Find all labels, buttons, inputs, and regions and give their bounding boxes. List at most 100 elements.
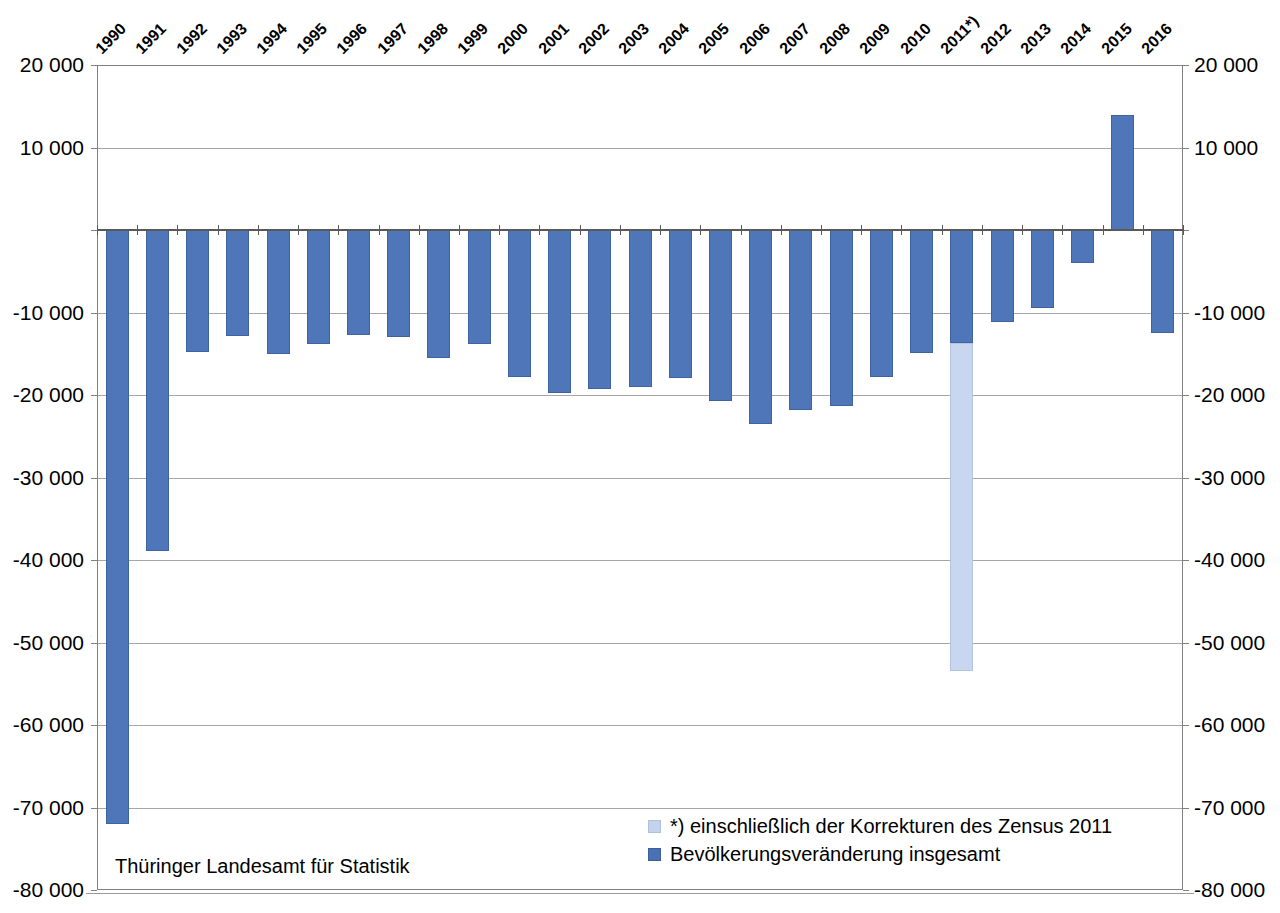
bar-2015 (1111, 115, 1134, 231)
y-axis-tick-left (91, 808, 97, 809)
category-tick (861, 225, 862, 235)
category-tick (821, 225, 822, 235)
y-axis-label-right: -70 000 (1194, 797, 1265, 819)
category-tick (1022, 225, 1023, 235)
category-tick (459, 225, 460, 235)
category-tick (338, 225, 339, 235)
bar-1994 (267, 230, 290, 354)
bar-2006 (749, 230, 772, 424)
category-tick (1062, 225, 1063, 235)
category-tick (982, 225, 983, 235)
category-tick (1103, 225, 1104, 235)
y-axis-tick-left (91, 478, 97, 479)
x-axis-label-1999: 1999 (454, 20, 491, 57)
bar-1996 (347, 230, 370, 335)
x-axis-label-1993: 1993 (213, 20, 250, 57)
bar-1995 (307, 230, 330, 344)
x-axis-label-2012: 2012 (977, 20, 1014, 57)
y-axis-tick-right (1183, 890, 1189, 891)
x-axis-label-1997: 1997 (374, 20, 411, 57)
y-axis-tick-left (91, 560, 97, 561)
gridline (98, 560, 1182, 561)
x-axis-label-2015: 2015 (1098, 20, 1135, 57)
y-axis-tick-right (1183, 148, 1189, 149)
category-tick (660, 225, 661, 235)
bar-2011-census-correction (950, 343, 973, 671)
y-axis-tick-right (1183, 560, 1189, 561)
x-axis-label-1996: 1996 (333, 20, 370, 57)
x-axis-label-2000: 2000 (494, 20, 531, 57)
gridline (98, 643, 1182, 644)
y-axis-tick-right (1183, 478, 1189, 479)
bar-2011-regular (950, 230, 973, 343)
category-tick (218, 225, 219, 235)
category-tick (258, 225, 259, 235)
category-tick (580, 225, 581, 235)
gridline (98, 725, 1182, 726)
y-axis-label-right: -20 000 (1194, 384, 1265, 406)
x-axis-label-2009: 2009 (856, 20, 893, 57)
x-axis-label-2011: 2011*) (937, 12, 982, 57)
y-axis-label-left: -10 000 (0, 302, 84, 324)
category-tick (419, 225, 420, 235)
y-axis-tick-left (91, 395, 97, 396)
x-axis-label-2003: 2003 (615, 20, 652, 57)
y-axis-label-left: 10 000 (0, 137, 84, 159)
category-tick (901, 225, 902, 235)
x-axis-label-2010: 2010 (897, 20, 934, 57)
y-axis-label-right: -40 000 (1194, 549, 1265, 571)
bar-2001 (548, 230, 571, 393)
y-axis-label-left: -60 000 (0, 714, 84, 736)
bar-1999 (468, 230, 491, 344)
x-axis-label-2002: 2002 (575, 20, 612, 57)
x-axis-label-1991: 1991 (132, 20, 169, 57)
bar-2000 (508, 230, 531, 377)
gridline (98, 808, 1182, 809)
y-axis-label-right: -60 000 (1194, 714, 1265, 736)
y-axis-tick-right (1183, 643, 1189, 644)
bar-2013 (1031, 230, 1054, 308)
bar-1992 (186, 230, 209, 352)
y-axis-tick-right (1183, 725, 1189, 726)
gridline (98, 148, 1182, 149)
y-axis-tick-left (91, 65, 97, 66)
y-axis-label-left: -30 000 (0, 467, 84, 489)
bar-1990 (106, 230, 129, 824)
y-axis-label-left: 20 000 (0, 54, 84, 76)
bar-2005 (709, 230, 732, 401)
category-tick (539, 225, 540, 235)
bar-2012 (991, 230, 1014, 322)
category-tick (1143, 225, 1144, 235)
bar-2014 (1071, 230, 1094, 263)
bar-1997 (387, 230, 410, 337)
zero-axis-line (97, 229, 1183, 231)
y-axis-label-right: -50 000 (1194, 632, 1265, 654)
x-axis-label-2001: 2001 (535, 20, 572, 57)
bar-2010 (910, 230, 933, 353)
y-axis-tick-right (1183, 395, 1189, 396)
x-axis-label-2004: 2004 (655, 20, 692, 57)
x-axis-label-2008: 2008 (816, 20, 853, 57)
category-tick (620, 225, 621, 235)
x-axis-label-2013: 2013 (1017, 20, 1054, 57)
bar-2002 (588, 230, 611, 389)
x-axis-label-2016: 2016 (1138, 20, 1175, 57)
y-axis-label-left: -40 000 (0, 549, 84, 571)
x-axis-label-1998: 1998 (414, 20, 451, 57)
x-axis-label-1990: 1990 (92, 20, 129, 57)
y-axis-label-left: -20 000 (0, 384, 84, 406)
category-tick (499, 225, 500, 235)
category-tick (379, 225, 380, 235)
category-tick (298, 225, 299, 235)
category-tick (97, 225, 98, 235)
y-axis-label-right: 10 000 (1194, 137, 1258, 159)
x-axis-label-2006: 2006 (736, 20, 773, 57)
y-axis-tick-left (91, 890, 97, 891)
category-tick (177, 225, 178, 235)
bar-1998 (427, 230, 450, 358)
y-axis-label-right: -10 000 (1194, 302, 1265, 324)
population-change-bar-chart: *) einschließlich der Korrekturen des Ze… (0, 0, 1280, 913)
x-axis-label-2005: 2005 (695, 20, 732, 57)
y-axis-tick-left (91, 148, 97, 149)
y-axis-label-right: -30 000 (1194, 467, 1265, 489)
